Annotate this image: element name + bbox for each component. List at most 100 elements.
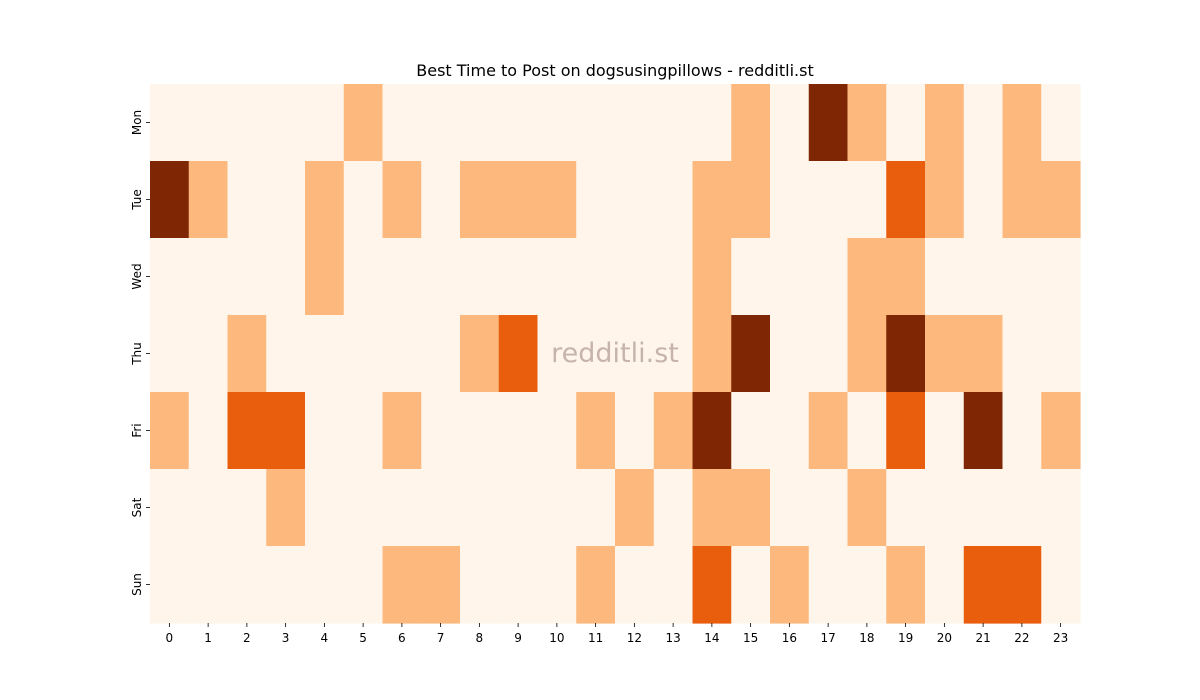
heatmap-cell-fri-1 <box>188 392 229 470</box>
heatmap-cell-mon-18 <box>847 84 887 162</box>
heatmap-cell-sun-20 <box>925 546 965 624</box>
heatmap-cell-wed-10 <box>537 238 577 316</box>
heatmap-cell-thu-1 <box>188 315 229 393</box>
heatmap-cell-tue-2 <box>227 161 267 239</box>
heatmap-cell-sun-18 <box>847 546 887 624</box>
heatmap-cell-mon-1 <box>188 84 229 162</box>
x-tick-label: 9 <box>514 631 522 645</box>
x-tick-label: 13 <box>665 631 680 645</box>
heatmap-cell-sun-7 <box>421 546 461 624</box>
heatmap-cell-fri-18 <box>847 392 887 470</box>
heatmap-cell-wed-15 <box>731 238 771 316</box>
heatmap-cell-thu-0 <box>150 315 190 393</box>
heatmap-cell-thu-4 <box>305 315 345 393</box>
heatmap-cell-thu-7 <box>421 315 461 393</box>
heatmap-cell-fri-0 <box>150 392 190 470</box>
heatmap-cell-tue-22 <box>1002 161 1042 239</box>
heatmap-cell-sun-21 <box>963 546 1004 624</box>
heatmap-cell-mon-23 <box>1041 84 1081 162</box>
heatmap-cell-wed-12 <box>615 238 655 316</box>
x-tick-label: 4 <box>321 631 329 645</box>
heatmap-cell-wed-13 <box>653 238 694 316</box>
heatmap-cell-tue-13 <box>653 161 694 239</box>
x-tick-label: 0 <box>166 631 174 645</box>
heatmap-cell-mon-6 <box>382 84 422 162</box>
heatmap-cell-tue-18 <box>847 161 887 239</box>
heatmap-cell-sat-0 <box>150 469 190 547</box>
y-tick-label: Sun <box>130 573 144 596</box>
heatmap-cell-sun-14 <box>692 546 732 624</box>
heatmap-cell-mon-19 <box>886 84 926 162</box>
x-tick-label: 12 <box>627 631 642 645</box>
y-tick-label: Thu <box>130 342 144 366</box>
heatmap-cell-mon-13 <box>653 84 694 162</box>
heatmap-cell-wed-16 <box>770 238 810 316</box>
heatmap-cell-thu-9 <box>498 315 539 393</box>
heatmap-cell-thu-22 <box>1002 315 1042 393</box>
heatmap-cell-sat-15 <box>731 469 771 547</box>
heatmap-cell-fri-16 <box>770 392 810 470</box>
heatmap-cell-thu-18 <box>847 315 887 393</box>
heatmap-cell-sun-12 <box>615 546 655 624</box>
heatmap-cell-sat-11 <box>576 469 616 547</box>
heatmap-cell-mon-15 <box>731 84 771 162</box>
heatmap-cell-fri-10 <box>537 392 577 470</box>
heatmap-cell-sun-10 <box>537 546 577 624</box>
heatmap-cell-sun-16 <box>770 546 810 624</box>
heatmap-cell-thu-6 <box>382 315 422 393</box>
x-tick-label: 18 <box>859 631 874 645</box>
heatmap-cell-fri-9 <box>498 392 539 470</box>
heatmap-cell-sun-4 <box>305 546 345 624</box>
heatmap-cell-fri-22 <box>1002 392 1042 470</box>
heatmap-cell-sun-6 <box>382 546 422 624</box>
x-tick-label: 11 <box>588 631 603 645</box>
heatmap-cell-thu-15 <box>731 315 771 393</box>
heatmap-cell-sun-2 <box>227 546 267 624</box>
heatmap-cell-sun-23 <box>1041 546 1081 624</box>
heatmap-cell-fri-20 <box>925 392 965 470</box>
heatmap-cell-tue-3 <box>266 161 306 239</box>
heatmap-cell-tue-14 <box>692 161 732 239</box>
heatmap-cell-sat-9 <box>498 469 539 547</box>
heatmap-cell-mon-7 <box>421 84 461 162</box>
heatmap-cell-wed-18 <box>847 238 887 316</box>
heatmap-cell-sat-21 <box>963 469 1004 547</box>
heatmap-cell-sat-13 <box>653 469 694 547</box>
heatmap-cell-thu-13 <box>653 315 694 393</box>
x-tick-label: 20 <box>937 631 952 645</box>
heatmap-cell-thu-17 <box>808 315 849 393</box>
heatmap-cell-sat-10 <box>537 469 577 547</box>
heatmap-cell-sun-9 <box>498 546 539 624</box>
y-axis: Mon Tue Wed Thu Fri Sat Sun <box>130 110 150 596</box>
heatmap-cell-fri-15 <box>731 392 771 470</box>
heatmap-cell-wed-21 <box>963 238 1004 316</box>
heatmap-cell-thu-16 <box>770 315 810 393</box>
heatmap-cell-sat-1 <box>188 469 229 547</box>
heatmap-cell-tue-10 <box>537 161 577 239</box>
x-tick-label: 5 <box>359 631 367 645</box>
heatmap-cell-sat-7 <box>421 469 461 547</box>
heatmap-cell-tue-5 <box>343 161 384 239</box>
heatmap-cell-thu-8 <box>460 315 500 393</box>
heatmap-cell-sun-8 <box>460 546 500 624</box>
heatmap-cell-sun-13 <box>653 546 694 624</box>
heatmap-cell-tue-20 <box>925 161 965 239</box>
heatmap-cell-sun-17 <box>808 546 849 624</box>
y-tick-label: Tue <box>130 189 144 211</box>
heatmap-cell-sun-0 <box>150 546 190 624</box>
heatmap-cell-fri-13 <box>653 392 694 470</box>
heatmap-cell-wed-19 <box>886 238 926 316</box>
heatmap-cell-thu-10 <box>537 315 577 393</box>
heatmap-cell-tue-19 <box>886 161 926 239</box>
heatmap-cell-fri-6 <box>382 392 422 470</box>
x-tick-label: 22 <box>1014 631 1029 645</box>
heatmap-cell-thu-19 <box>886 315 926 393</box>
heatmap-cell-wed-1 <box>188 238 229 316</box>
heatmap-cell-thu-3 <box>266 315 306 393</box>
y-tick-label: Wed <box>130 263 144 289</box>
x-tick-label: 15 <box>743 631 758 645</box>
heatmap-cell-mon-22 <box>1002 84 1042 162</box>
heatmap-cell-mon-2 <box>227 84 267 162</box>
heatmap-cell-wed-11 <box>576 238 616 316</box>
